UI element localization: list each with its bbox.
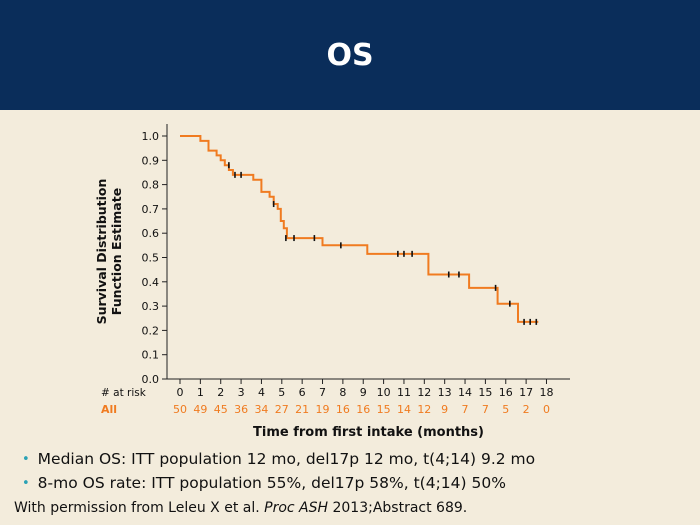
bullet-list: • Median OS: ITT population 12 mo, del17… [22,447,535,495]
at-risk-value: 50 [173,403,187,416]
km-chart: 0.00.10.20.30.40.50.60.70.80.91.00 1 2 3 4 5 6… [94,124,570,440]
at-risk-value: 7 [462,403,469,416]
bullet-item: • 8-mo OS rate: ITT population 55%, del1… [22,471,535,495]
y-tick-label: 0.1 [142,349,160,362]
at-risk-value: 12 [417,403,431,416]
bullet-icon: • [22,451,30,467]
at-risk-value: 49 [193,403,207,416]
bullet-icon: • [22,475,30,491]
at-risk-title: # at risk [101,387,147,399]
x-tick-label: 5 [278,386,285,399]
at-risk-value: 27 [275,403,289,416]
permission-suffix: 2013;Abstract 689. [328,500,468,516]
at-risk-value: 36 [234,403,248,416]
x-tick-label: 8 [339,386,346,399]
x-tick-label: 7 [319,386,326,399]
at-risk-value: 15 [377,403,391,416]
x-tick-label: 18 [539,386,553,399]
y-tick-label: 0.0 [142,373,160,386]
x-tick-label: 3 [238,386,245,399]
y-axis-label: Survival Distribution [94,179,109,325]
at-risk-label: All [101,403,117,416]
y-axis-label: Function Estimate [109,188,124,315]
permission-journal: Proc ASH [264,500,329,516]
y-tick-label: 0.4 [142,276,160,289]
x-tick-label: 17 [519,386,533,399]
y-tick-label: 0.2 [142,324,160,337]
survival-curve [180,135,539,323]
at-risk-value: 19 [316,403,330,416]
x-tick-label: 4 [258,386,265,399]
at-risk-value: 34 [254,403,268,416]
x-tick-label: 12 [417,386,431,399]
y-tick-label: 0.9 [142,154,160,167]
x-tick-label: 14 [458,386,472,399]
x-tick-label: 11 [397,386,411,399]
at-risk-value: 9 [441,403,448,416]
y-tick-label: 1.0 [142,130,160,143]
page-title: OS [326,38,374,73]
bullet-item: • Median OS: ITT population 12 mo, del17… [22,447,535,471]
x-tick-label: 0 [177,386,184,399]
y-tick-label: 0.6 [142,227,160,240]
at-risk-value: 16 [336,403,350,416]
at-risk-value: 5 [502,403,509,416]
x-tick-label: 1 [197,386,204,399]
x-tick-label: 15 [478,386,492,399]
title-banner: OS [0,0,700,110]
y-tick-label: 0.7 [142,203,160,216]
y-tick-label: 0.3 [142,300,160,313]
at-risk-value: 0 [543,403,550,416]
permission-note: With permission from Leleu X et al. Proc… [14,500,467,516]
y-tick-label: 0.8 [142,179,160,192]
x-tick-label: 9 [360,386,367,399]
permission-prefix: With permission from Leleu X et al. [14,500,265,516]
x-tick-label: 10 [377,386,391,399]
at-risk-value: 21 [295,403,309,416]
x-tick-label: 13 [438,386,452,399]
at-risk-value: 14 [397,403,411,416]
at-risk-value: 16 [356,403,370,416]
bullet-text: 8-mo OS rate: ITT population 55%, del17p… [37,474,506,492]
x-tick-label: 2 [217,386,224,399]
x-tick-label: 6 [299,386,306,399]
at-risk-value: 7 [482,403,489,416]
y-tick-label: 0.5 [142,252,160,265]
at-risk-value: 45 [214,403,228,416]
x-tick-label: 16 [499,386,513,399]
at-risk-value: 2 [523,403,530,416]
bullet-text: Median OS: ITT population 12 mo, del17p … [37,450,536,468]
x-axis-label: Time from first intake (months) [253,425,484,440]
